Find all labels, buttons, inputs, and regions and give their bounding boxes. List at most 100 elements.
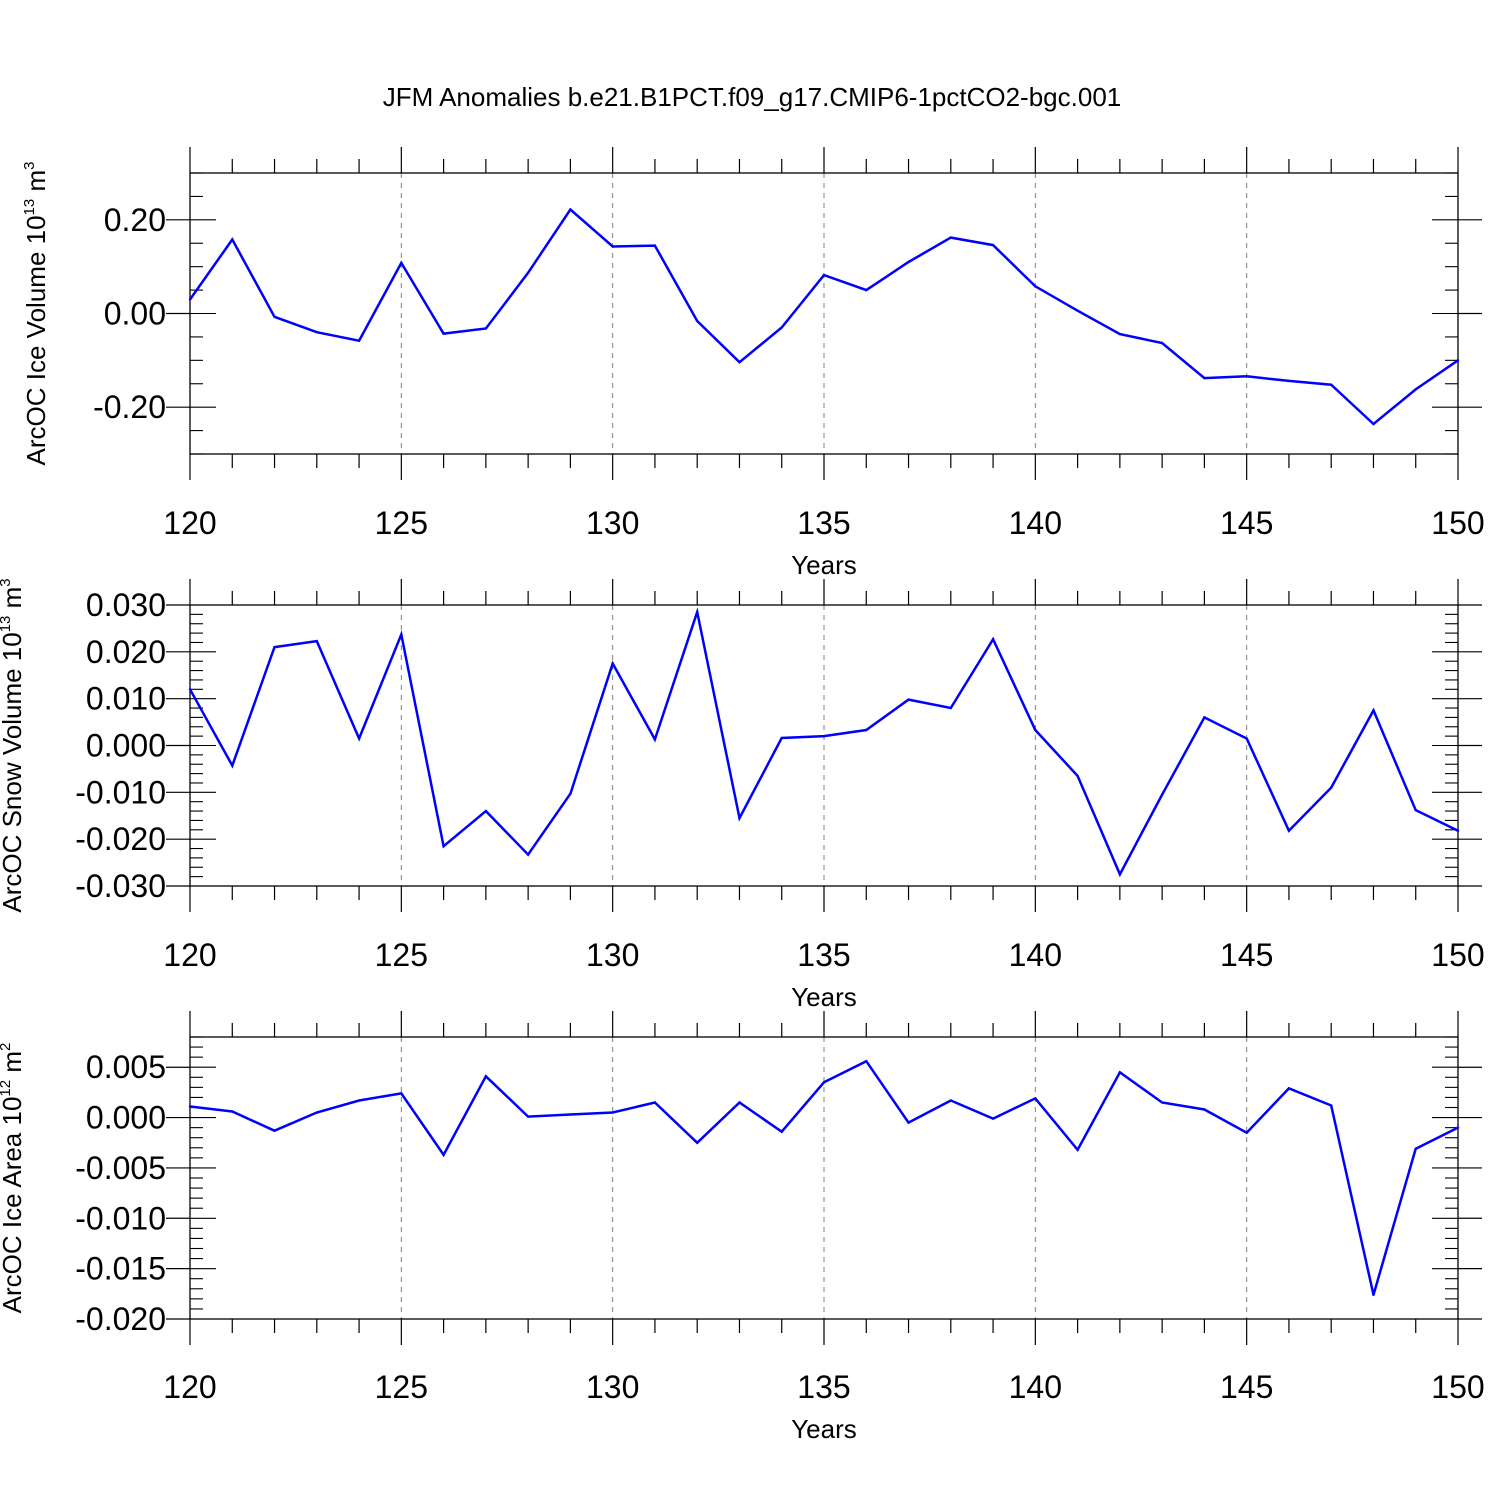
y-tick-label: 0.000 bbox=[86, 728, 166, 764]
data-point-138 bbox=[949, 236, 952, 239]
data-point-128 bbox=[526, 1115, 530, 1118]
data-point-120 bbox=[188, 688, 192, 691]
data-point-135 bbox=[822, 1081, 826, 1084]
data-point-126 bbox=[442, 1153, 445, 1157]
panel-2: -0.030 -0.020 -0.010 0.000 0.010 0.020 0.030 12… bbox=[0, 578, 1485, 1012]
y-tick-label: -0.015 bbox=[75, 1251, 166, 1287]
y-tick-label: 0.010 bbox=[86, 681, 166, 717]
y-tick-label: -0.030 bbox=[75, 868, 166, 904]
y-axis-title: ArcOC Ice Area 1012 m2 bbox=[0, 1043, 27, 1314]
data-point-133 bbox=[738, 361, 741, 364]
data-point-138 bbox=[949, 1099, 952, 1102]
x-tick-label: 130 bbox=[586, 937, 639, 973]
x-tick-label: 135 bbox=[797, 1369, 850, 1405]
series-line bbox=[188, 607, 1459, 878]
data-point-124 bbox=[357, 1099, 361, 1102]
x-tick-label: 120 bbox=[163, 1369, 216, 1405]
data-point-150 bbox=[1456, 829, 1460, 832]
y-axis-title-unit-exponent: 3 bbox=[0, 578, 14, 586]
y-tick-label: -0.010 bbox=[75, 774, 166, 810]
data-point-123 bbox=[315, 331, 318, 334]
panel-3: -0.020 -0.015 -0.010 -0.005 0.000 0.005 120 125… bbox=[0, 1011, 1485, 1444]
data-point-126 bbox=[442, 332, 445, 335]
data-point-139 bbox=[991, 243, 995, 247]
x-axis-title: Years bbox=[791, 1414, 857, 1444]
data-point-150 bbox=[1456, 1126, 1460, 1129]
data-point-125 bbox=[400, 1092, 403, 1095]
data-point-146 bbox=[1287, 379, 1291, 383]
data-point-132 bbox=[696, 610, 699, 614]
y-tick-label: -0.20 bbox=[93, 389, 166, 425]
data-point-123 bbox=[315, 639, 318, 643]
data-point-136 bbox=[865, 1059, 868, 1063]
data-point-120 bbox=[188, 1105, 192, 1108]
y-axis-title-exponent: 13 bbox=[0, 616, 14, 633]
y-tick-label: 0.020 bbox=[86, 634, 166, 670]
data-point-126 bbox=[442, 844, 445, 848]
data-point-134 bbox=[780, 326, 783, 329]
x-tick-label: 125 bbox=[375, 505, 428, 541]
y-axis-title-text: ArcOC Snow Volume 10 bbox=[0, 632, 27, 912]
y-axis-title-exponent: 12 bbox=[0, 1080, 14, 1097]
x-tick-label: 150 bbox=[1431, 505, 1484, 541]
data-point-124 bbox=[357, 737, 361, 740]
data-point-147 bbox=[1330, 1104, 1333, 1107]
data-point-122 bbox=[273, 645, 276, 649]
data-point-146 bbox=[1287, 1087, 1291, 1090]
data-point-120 bbox=[188, 298, 192, 301]
data-point-127 bbox=[484, 1075, 488, 1078]
x-tick-label: 140 bbox=[1009, 505, 1062, 541]
data-point-130 bbox=[611, 662, 614, 665]
data-point-145 bbox=[1245, 737, 1248, 740]
data-point-143 bbox=[1160, 1101, 1164, 1104]
x-tick-label: 145 bbox=[1220, 1369, 1273, 1405]
panel-1: -0.20 0.00 0.20 120 125 130 135 140 145 150 Years A… bbox=[21, 147, 1485, 580]
x-tick-label: 145 bbox=[1220, 505, 1273, 541]
data-point-121 bbox=[231, 1110, 234, 1113]
data-point-139 bbox=[991, 1117, 995, 1120]
data-point-141 bbox=[1076, 774, 1079, 778]
data-point-121 bbox=[231, 238, 234, 241]
x-tick-label: 130 bbox=[586, 1369, 639, 1405]
data-point-129 bbox=[569, 208, 572, 211]
y-axis-title-text: ArcOC Ice Area 10 bbox=[0, 1097, 27, 1314]
y-tick-label: 0.000 bbox=[86, 1100, 166, 1136]
data-point-137 bbox=[907, 1121, 910, 1124]
y-tick-label: -0.005 bbox=[75, 1150, 166, 1186]
x-tick-label: 120 bbox=[163, 937, 216, 973]
panels: -0.20 0.00 0.20 120 125 130 135 140 145 150 Years A… bbox=[0, 147, 1485, 1444]
data-point-132 bbox=[696, 319, 699, 323]
data-point-127 bbox=[484, 809, 488, 813]
data-point-125 bbox=[400, 261, 403, 265]
data-point-148 bbox=[1372, 1293, 1375, 1297]
data-point-139 bbox=[991, 637, 995, 641]
data-point-135 bbox=[822, 734, 826, 738]
y-axis-title: ArcOC Snow Volume 1013 m3 bbox=[0, 578, 27, 912]
data-point-140 bbox=[1034, 728, 1037, 732]
y-axis-title-unit: m bbox=[0, 587, 27, 616]
data-point-137 bbox=[907, 698, 910, 701]
data-point-129 bbox=[569, 1113, 572, 1116]
data-point-130 bbox=[611, 1111, 614, 1114]
data-point-148 bbox=[1372, 422, 1375, 426]
y-tick-label: -0.020 bbox=[75, 821, 166, 857]
data-point-140 bbox=[1034, 285, 1037, 288]
y-tick-label: 0.20 bbox=[104, 202, 166, 238]
data-point-122 bbox=[273, 315, 276, 318]
data-point-142 bbox=[1118, 332, 1122, 336]
data-point-149 bbox=[1414, 1147, 1417, 1150]
data-point-145 bbox=[1245, 1131, 1248, 1134]
data-point-138 bbox=[949, 706, 952, 710]
data-point-129 bbox=[569, 792, 572, 795]
x-tick-label: 145 bbox=[1220, 937, 1273, 973]
data-point-128 bbox=[526, 853, 530, 856]
data-point-128 bbox=[526, 271, 530, 274]
data-point-143 bbox=[1160, 793, 1164, 796]
x-tick-label: 150 bbox=[1431, 1369, 1484, 1405]
y-tick-label: 0.030 bbox=[86, 587, 166, 623]
data-point-122 bbox=[273, 1129, 276, 1132]
figure-title: JFM Anomalies b.e21.B1PCT.f09_g17.CMIP6-… bbox=[383, 82, 1122, 112]
y-axis-title-exponent: 13 bbox=[21, 199, 38, 216]
x-tick-label: 125 bbox=[375, 1369, 428, 1405]
y-tick-label: 0.00 bbox=[104, 296, 166, 332]
